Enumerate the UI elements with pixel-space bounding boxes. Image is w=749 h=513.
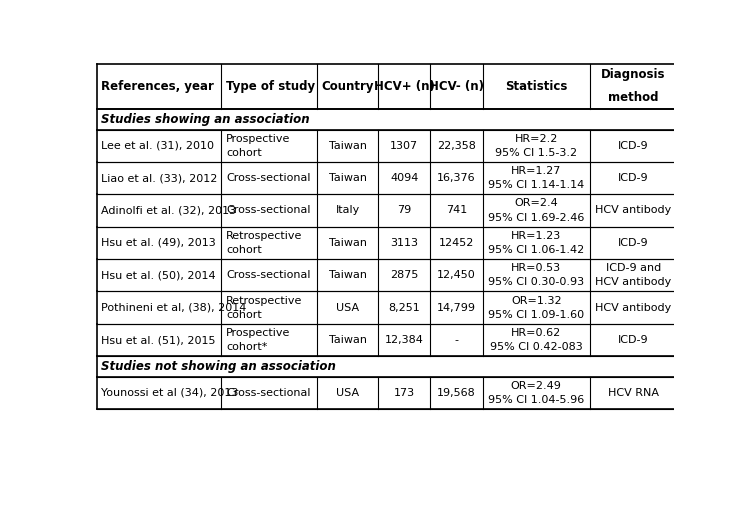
Text: ICD-9 and: ICD-9 and	[606, 263, 661, 273]
Text: Taiwan: Taiwan	[329, 335, 366, 345]
Text: Taiwan: Taiwan	[329, 173, 366, 183]
Text: HR=2.2: HR=2.2	[515, 133, 558, 144]
Text: 4094: 4094	[390, 173, 419, 183]
Text: cohort*: cohort*	[226, 342, 267, 352]
Text: 95% CI 1.09-1.60: 95% CI 1.09-1.60	[488, 310, 584, 320]
Text: cohort: cohort	[226, 148, 261, 158]
Text: USA: USA	[336, 303, 359, 312]
Text: ICD-9: ICD-9	[618, 335, 649, 345]
Text: 95% CI 1.04-5.96: 95% CI 1.04-5.96	[488, 395, 584, 405]
Text: 8,251: 8,251	[388, 303, 420, 312]
Text: Cross-sectional: Cross-sectional	[226, 206, 311, 215]
Text: USA: USA	[336, 388, 359, 398]
Text: Liao et al. (33), 2012: Liao et al. (33), 2012	[101, 173, 217, 183]
Text: Taiwan: Taiwan	[329, 141, 366, 151]
Text: Cross-sectional: Cross-sectional	[226, 388, 311, 398]
Text: 95% CI 1.14-1.14: 95% CI 1.14-1.14	[488, 180, 584, 190]
Text: 12,450: 12,450	[437, 270, 476, 280]
Text: Studies not showing an association: Studies not showing an association	[100, 360, 336, 373]
Text: Hsu et al. (51), 2015: Hsu et al. (51), 2015	[101, 335, 216, 345]
Text: Retrospective: Retrospective	[226, 295, 303, 306]
Text: cohort: cohort	[226, 245, 261, 255]
Text: 3113: 3113	[390, 238, 418, 248]
Text: Cross-sectional: Cross-sectional	[226, 173, 311, 183]
Text: HCV+ (n): HCV+ (n)	[374, 80, 434, 93]
Text: Statistics: Statistics	[505, 80, 568, 93]
Text: Taiwan: Taiwan	[329, 238, 366, 248]
Text: 12,384: 12,384	[385, 335, 424, 345]
Text: 2875: 2875	[390, 270, 419, 280]
Text: Country: Country	[321, 80, 374, 93]
Text: HR=0.53: HR=0.53	[511, 263, 561, 273]
Text: 95% CI 0.42-083: 95% CI 0.42-083	[490, 342, 583, 352]
Text: Diagnosis
method: Diagnosis method	[601, 68, 666, 104]
Text: 22,358: 22,358	[437, 141, 476, 151]
Text: 16,376: 16,376	[437, 173, 476, 183]
Text: -: -	[455, 335, 458, 345]
Text: ICD-9: ICD-9	[618, 238, 649, 248]
Text: 741: 741	[446, 206, 467, 215]
Text: 173: 173	[394, 388, 415, 398]
Text: Prospective: Prospective	[226, 328, 291, 338]
Text: 19,568: 19,568	[437, 388, 476, 398]
Text: Younossi et al (34), 2013: Younossi et al (34), 2013	[101, 388, 238, 398]
Text: Studies showing an association: Studies showing an association	[100, 113, 309, 126]
Text: 95% CI 1.69-2.46: 95% CI 1.69-2.46	[488, 212, 584, 223]
Text: Prospective: Prospective	[226, 133, 291, 144]
Text: Type of study: Type of study	[226, 80, 315, 93]
Text: HCV antibody: HCV antibody	[595, 278, 672, 287]
Text: cohort: cohort	[226, 310, 261, 320]
Text: ICD-9: ICD-9	[618, 141, 649, 151]
Text: HCV RNA: HCV RNA	[608, 388, 659, 398]
Text: 95% CI 0.30-0.93: 95% CI 0.30-0.93	[488, 278, 584, 287]
Text: 95% CI 1.5-3.2: 95% CI 1.5-3.2	[495, 148, 577, 158]
Text: Hsu et al. (49), 2013: Hsu et al. (49), 2013	[101, 238, 216, 248]
Text: HCV- (n): HCV- (n)	[429, 80, 484, 93]
Text: 95% CI 1.06-1.42: 95% CI 1.06-1.42	[488, 245, 584, 255]
Text: ICD-9: ICD-9	[618, 173, 649, 183]
Text: 1307: 1307	[390, 141, 418, 151]
Text: HCV antibody: HCV antibody	[595, 206, 672, 215]
Text: Cross-sectional: Cross-sectional	[226, 270, 311, 280]
Text: Adinolfi et al. (32), 2013: Adinolfi et al. (32), 2013	[101, 206, 236, 215]
Text: Taiwan: Taiwan	[329, 270, 366, 280]
Text: Italy: Italy	[336, 206, 360, 215]
Text: OR=1.32: OR=1.32	[511, 295, 562, 306]
Text: 79: 79	[397, 206, 411, 215]
Text: HCV antibody: HCV antibody	[595, 303, 672, 312]
Text: Retrospective: Retrospective	[226, 231, 303, 241]
Text: OR=2.49: OR=2.49	[511, 381, 562, 391]
Text: HR=0.62: HR=0.62	[511, 328, 561, 338]
Text: 14,799: 14,799	[437, 303, 476, 312]
Text: Pothineni et al, (38), 2014: Pothineni et al, (38), 2014	[101, 303, 246, 312]
Text: Lee et al. (31), 2010: Lee et al. (31), 2010	[101, 141, 214, 151]
Text: OR=2.4: OR=2.4	[515, 199, 558, 208]
Text: 12452: 12452	[439, 238, 474, 248]
Text: References, year: References, year	[101, 80, 214, 93]
Text: HR=1.23: HR=1.23	[511, 231, 561, 241]
Text: Hsu et al. (50), 2014: Hsu et al. (50), 2014	[101, 270, 216, 280]
Text: HR=1.27: HR=1.27	[511, 166, 562, 176]
